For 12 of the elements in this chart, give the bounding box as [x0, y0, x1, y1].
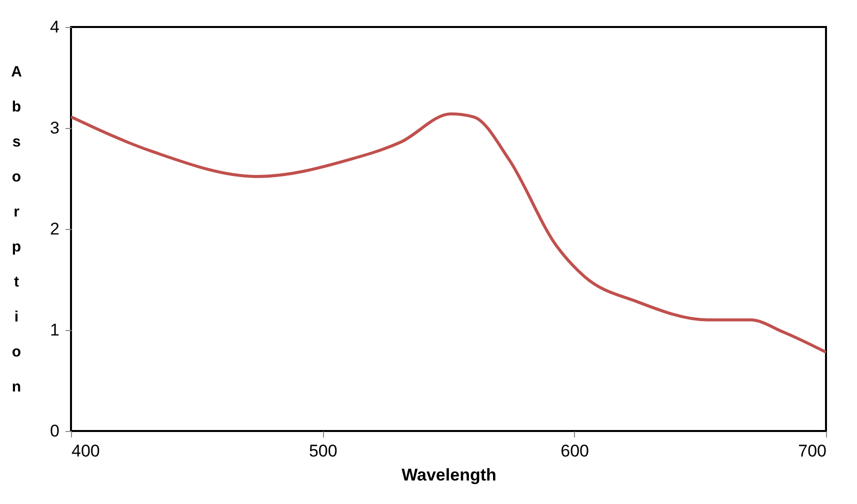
x-tick-label: 500: [308, 442, 338, 460]
y-tick-label: 3: [50, 118, 60, 138]
line-series: [71, 112, 826, 354]
text: Absorption: [11, 64, 22, 396]
y-tick-label: 1: [50, 320, 60, 340]
y-tick-label: 2: [50, 220, 60, 238]
x-tick-label: 700: [798, 442, 826, 460]
x-tick-label: 600: [560, 442, 590, 460]
x-tick-label: 400: [72, 442, 100, 460]
x-axis-title: Wavelength: [402, 466, 496, 484]
y-tick-label: 4: [50, 18, 60, 36]
y-tick-label: 0: [50, 422, 60, 440]
